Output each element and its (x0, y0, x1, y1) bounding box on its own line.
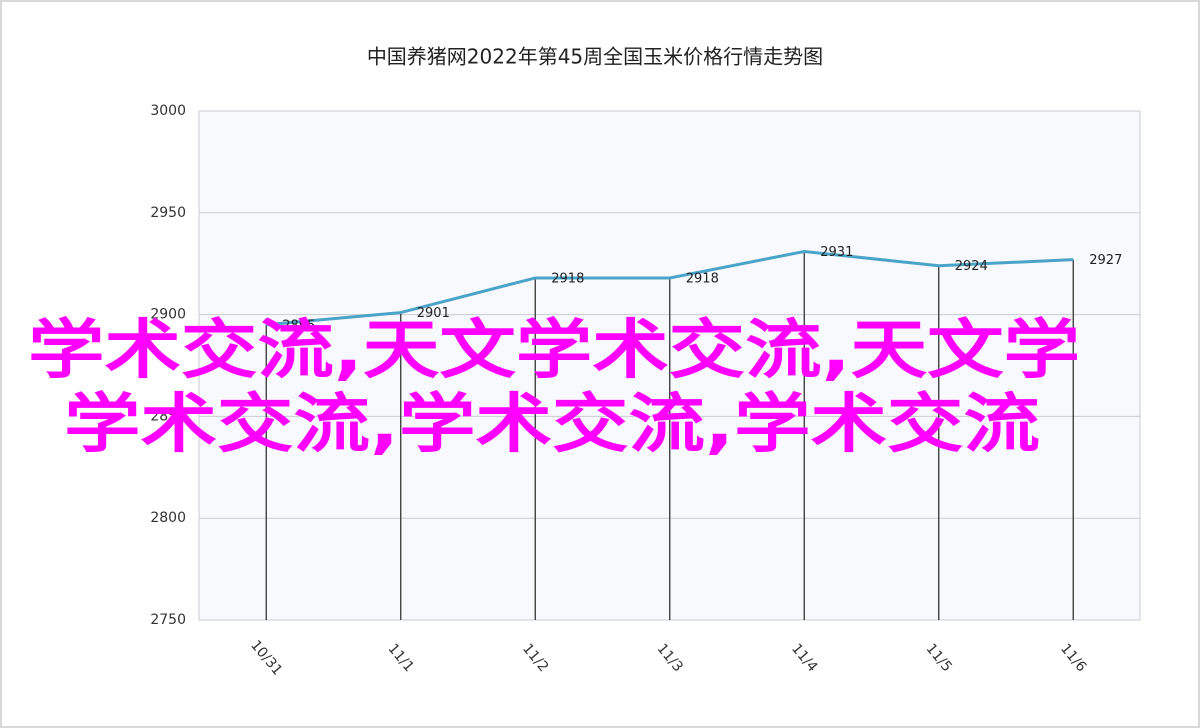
data-label: 2901 (417, 306, 450, 321)
y-tick-label: 3000 (150, 103, 186, 119)
y-tick-label: 2800 (150, 510, 186, 526)
data-label: 2924 (955, 259, 988, 274)
y-tick-label: 2900 (150, 307, 186, 323)
y-tick-label: 2750 (150, 612, 186, 628)
data-label: 2918 (686, 271, 719, 286)
y-tick-label: 2950 (150, 205, 186, 221)
data-label: 2895 (282, 318, 315, 333)
line (266, 249, 1074, 327)
watermark: 学术交流,天文学术交流,天文学 (28, 314, 1080, 388)
chart-title: 中国养猪网2022年第45周全国玉米价格行情走势图 (367, 45, 823, 69)
data-label: 2918 (551, 271, 584, 286)
y-tick-label: 2850 (150, 408, 186, 424)
data-label: 2931 (820, 245, 853, 260)
watermark: 学术交流,学术交流,学术交流 (64, 388, 1040, 462)
data-label: 2927 (1089, 253, 1122, 268)
